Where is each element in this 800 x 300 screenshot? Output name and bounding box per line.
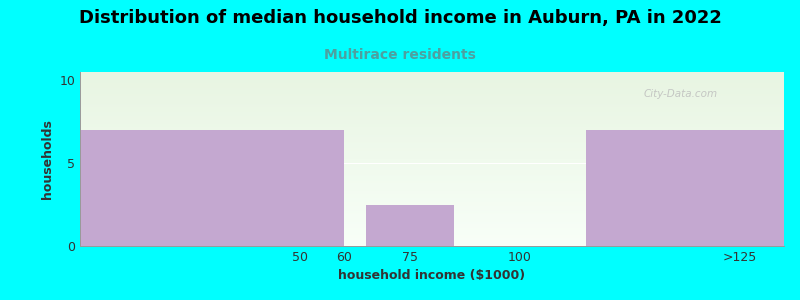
Bar	[586, 130, 784, 246]
Bar	[366, 205, 454, 246]
Bar	[80, 130, 344, 246]
X-axis label: household income ($1000): household income ($1000)	[338, 269, 526, 282]
Text: Multirace residents: Multirace residents	[324, 48, 476, 62]
Y-axis label: households: households	[41, 119, 54, 199]
Text: Distribution of median household income in Auburn, PA in 2022: Distribution of median household income …	[78, 9, 722, 27]
Text: City-Data.com: City-Data.com	[643, 89, 718, 99]
